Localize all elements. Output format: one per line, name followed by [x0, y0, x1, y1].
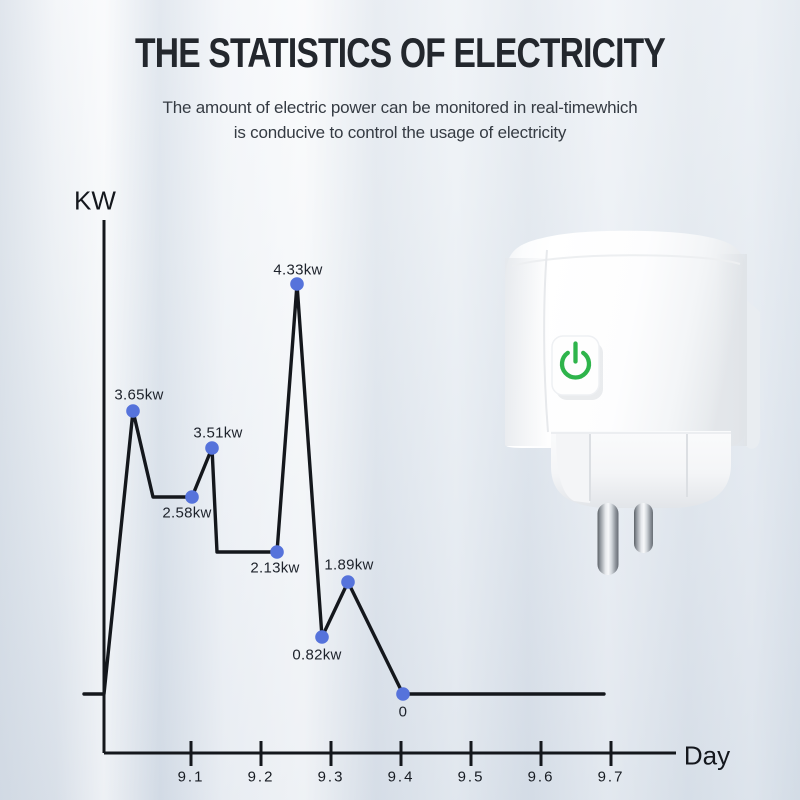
plug-back-fin	[744, 300, 760, 449]
data-point-1.89kw	[341, 575, 355, 589]
data-point-4.33kw	[290, 277, 304, 291]
point-label-2.13kw: 2.13kw	[250, 559, 300, 577]
plug-pins	[597, 503, 653, 575]
page-title: THE STATISTICS OF ELECTRICITY	[135, 29, 666, 76]
point-label-0.82kw: 0.82kw	[292, 646, 342, 664]
data-point-2.13kw	[270, 545, 284, 559]
point-label-2.58kw: 2.58kw	[162, 504, 212, 522]
plug-body	[505, 230, 760, 449]
x-tick-label-9.5: 9.5	[457, 768, 485, 786]
page-subtitle-line-1: The amount of electric power can be moni…	[162, 98, 638, 117]
point-label-1.89kw: 1.89kw	[324, 556, 374, 574]
page-subtitle-line-2: is conducive to control the usage of ele…	[233, 123, 567, 142]
point-label-0: 0	[398, 703, 408, 721]
data-point-0	[396, 687, 410, 701]
plug-pin-right	[634, 503, 653, 553]
data-point-3.51kw	[205, 441, 219, 455]
y-axis-label: KW	[74, 185, 116, 216]
data-point-3.65kw	[126, 404, 140, 418]
plug-base	[551, 431, 731, 508]
point-label-4.33kw: 4.33kw	[273, 261, 323, 279]
x-tick-label-9.4: 9.4	[387, 768, 415, 786]
data-point-2.58kw	[185, 490, 199, 504]
x-tick-label-9.6: 9.6	[527, 768, 555, 786]
point-label-3.51kw: 3.51kw	[193, 424, 243, 442]
plug-power-button	[551, 335, 603, 400]
x-tick-label-9.7: 9.7	[597, 768, 625, 786]
point-label-3.65kw: 3.65kw	[114, 386, 164, 404]
power-icon	[559, 341, 592, 380]
data-point-0.82kw	[315, 630, 329, 644]
x-tick-label-9.2: 9.2	[247, 768, 275, 786]
x-tick-label-9.3: 9.3	[317, 768, 345, 786]
plug-pin-left	[597, 503, 619, 575]
x-axis-label: Day	[683, 740, 731, 771]
x-tick-label-9.1: 9.1	[177, 768, 205, 786]
